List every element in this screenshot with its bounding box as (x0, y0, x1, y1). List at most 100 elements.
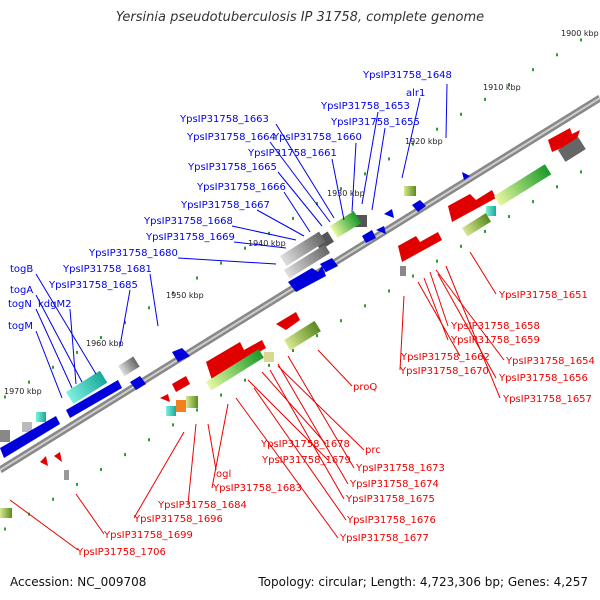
gene-block (64, 470, 69, 480)
forward-gene-arrow (172, 348, 190, 362)
tick-dot (148, 438, 150, 442)
tick-dot (244, 246, 246, 250)
gene-label: YpsIP31758_1665 (187, 162, 277, 173)
reverse-gene-arrow (548, 128, 580, 152)
gene-label: YpsIP31758_1660 (272, 132, 362, 143)
leader-line (35, 308, 73, 389)
leader-line (35, 273, 97, 375)
gene-block (22, 422, 32, 432)
gene-block (65, 370, 108, 404)
tick-dot (124, 321, 126, 325)
tick-dot (292, 348, 294, 352)
leader-line (269, 141, 331, 223)
gene-label: YpsIP31758_1648 (362, 70, 452, 81)
tick-dot (364, 304, 366, 308)
gene-label: YpsIP31758_1706 (76, 547, 166, 558)
tick-dot (460, 112, 462, 116)
leader-line (9, 499, 79, 551)
forward-gene-arrow (320, 258, 338, 272)
gene-label: YpsIP31758_1664 (186, 132, 276, 143)
tick-dot (388, 157, 390, 161)
leader-line (119, 289, 131, 347)
leader-line (401, 97, 421, 179)
tick-dot (556, 53, 558, 57)
reverse-features (0, 164, 552, 518)
kbp-labels: 1900 kbp 1910 kbp 1920 kbp 1930 kbp 1940… (4, 29, 599, 396)
forward-gene-arrow (288, 266, 326, 292)
gene-label: YpsIP31758_1683 (212, 483, 302, 494)
tick-dot (436, 259, 438, 263)
leader-line (445, 265, 501, 399)
leader-line (211, 403, 229, 489)
leader-line (277, 171, 323, 227)
gene-block (558, 137, 586, 162)
tick-dot (580, 170, 582, 174)
forward-gene-arrow (0, 416, 60, 458)
tick-dot (508, 83, 510, 87)
gene-label: alr1 (406, 88, 425, 99)
reverse-gene-arrow (448, 190, 496, 222)
tick-dot (340, 187, 342, 191)
gene-label: YpsIP31758_1668 (143, 216, 233, 227)
kbp-label: 1910 kbp (483, 83, 521, 92)
accession-text: Accession: NC_009708 (10, 575, 147, 589)
tick-dot (460, 244, 462, 248)
tick-dot (556, 185, 558, 189)
kbp-label: 1960 kbp (86, 339, 124, 348)
tick-dot (4, 527, 6, 531)
gene-block (36, 412, 46, 422)
forward-features (0, 128, 586, 458)
gene-label: YpsIP31758_1684 (157, 500, 247, 511)
leader-line (177, 257, 277, 265)
leader-line (371, 127, 386, 211)
tick-dot (436, 127, 438, 131)
leader-line (207, 423, 217, 471)
gene-block (176, 400, 186, 412)
leader-line (187, 423, 197, 505)
leader-line (361, 111, 379, 205)
tick-dot (292, 216, 294, 220)
gene-block (404, 186, 416, 196)
tick-dot (316, 202, 318, 206)
reverse-gene-arrow (172, 376, 190, 392)
gene-label: YpsIP31758_1654 (505, 356, 595, 367)
leader-line (35, 330, 63, 399)
leader-line (287, 355, 355, 469)
tick-dot (412, 142, 414, 146)
gene-block (186, 396, 198, 408)
leader-line (423, 277, 449, 341)
gene-label: togA (10, 285, 33, 296)
leader-line (75, 493, 105, 535)
gene-labels: YpsIP31758_1648 alr1 YpsIP31758_1653 YpsIP3… (8, 70, 595, 558)
reverse-gene-arrow (54, 452, 62, 462)
gene-label: YpsIP31758_1677 (339, 533, 429, 544)
gene-block (462, 213, 492, 237)
gene-label: proQ (353, 382, 377, 393)
leader-line (283, 191, 311, 233)
reverse-gene-arrow (160, 394, 170, 402)
gene-label: YpsIP31758_1662 (400, 352, 490, 363)
gene-label: YpsIP31758_1655 (330, 117, 420, 128)
leader-line (231, 225, 297, 241)
leader-line (247, 379, 329, 461)
gene-label: YpsIP31758_1678 (260, 439, 350, 450)
leader-line (399, 295, 405, 371)
gene-label: YpsIP31758_1676 (346, 515, 436, 526)
tick-dot (364, 172, 366, 176)
gene-label: YpsIP31758_1667 (180, 200, 270, 211)
tick-dot (532, 200, 534, 204)
reverse-gene-arrow (398, 232, 442, 262)
gene-label: YpsIP31758_1681 (62, 264, 152, 275)
reverse-gene-arrow (40, 456, 48, 466)
tick-dot (508, 215, 510, 219)
gene-block (0, 508, 12, 518)
gene-label: YpsIP31758_1669 (145, 232, 235, 243)
tick-dot (340, 319, 342, 323)
tick-dot (244, 378, 246, 382)
leader-line (437, 273, 497, 379)
topology-text: Topology: circular; Length: 4,723,306 bp… (258, 575, 588, 589)
leader-line (351, 142, 357, 213)
tick-dot (100, 468, 102, 471)
tick-dot (52, 497, 54, 501)
